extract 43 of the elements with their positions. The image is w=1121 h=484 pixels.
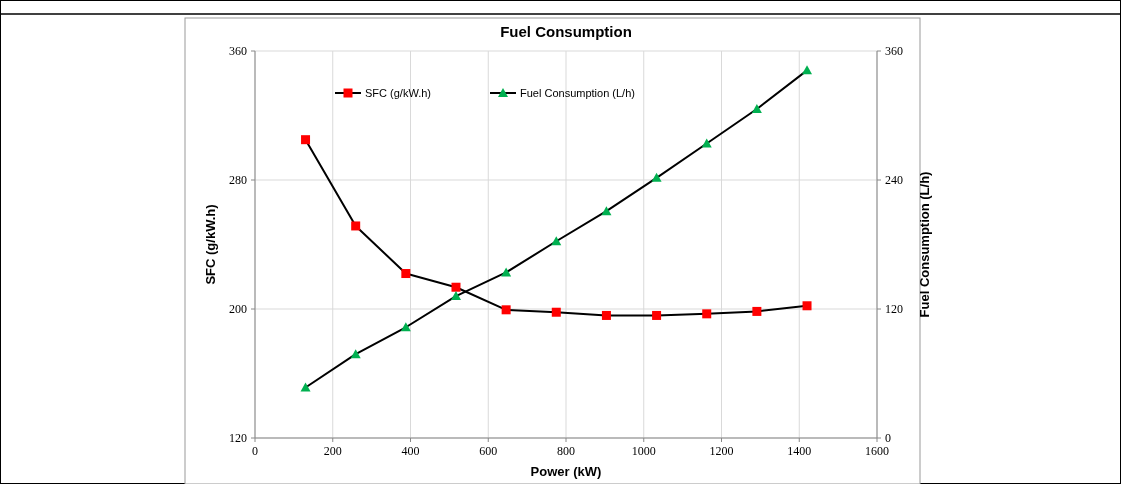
x-tick-label: 1400 bbox=[787, 444, 812, 458]
point bbox=[751, 104, 762, 114]
chart-title: Fuel Consumption bbox=[500, 23, 632, 40]
x-tick-label: 1200 bbox=[709, 444, 734, 458]
point bbox=[651, 172, 662, 182]
y-tick-label: 120 bbox=[229, 431, 247, 445]
point bbox=[400, 322, 411, 332]
y2-tick-label: 0 bbox=[885, 431, 891, 445]
y-axis-title: SFC (g/kW.h) bbox=[203, 204, 218, 285]
point bbox=[802, 65, 813, 75]
x-tick-label: 1000 bbox=[631, 444, 656, 458]
legend-label: SFC (g/kW.h) bbox=[365, 87, 432, 99]
y2-tick-label: 360 bbox=[885, 44, 903, 58]
x-tick-label: 600 bbox=[479, 444, 498, 458]
x-tick-label: 1600 bbox=[865, 444, 889, 458]
point bbox=[702, 309, 712, 319]
point bbox=[401, 269, 411, 279]
point bbox=[701, 138, 712, 148]
y-tick-label: 280 bbox=[229, 173, 247, 187]
x-tick-label: 800 bbox=[557, 444, 575, 458]
point bbox=[752, 306, 762, 316]
point bbox=[551, 236, 562, 246]
point bbox=[802, 301, 812, 311]
point bbox=[451, 282, 461, 292]
y2-axis-title: Fuel Consumption (L/h) bbox=[917, 171, 932, 318]
point bbox=[350, 349, 361, 359]
point bbox=[450, 291, 461, 301]
x-tick-label: 0 bbox=[252, 444, 258, 458]
point bbox=[501, 305, 511, 315]
x-tick-label: 400 bbox=[401, 444, 420, 458]
y2-tick-label: 120 bbox=[885, 302, 903, 316]
point bbox=[351, 221, 361, 231]
point bbox=[551, 307, 561, 317]
y-tick-label: 200 bbox=[229, 302, 247, 316]
point bbox=[652, 310, 662, 320]
y2-tick-label: 240 bbox=[885, 173, 903, 187]
legend-label: Fuel Consumption (L/h) bbox=[520, 87, 635, 99]
x-axis-title: Power (kW) bbox=[530, 464, 602, 479]
x-tick-label: 200 bbox=[323, 444, 342, 458]
point bbox=[601, 206, 612, 216]
point bbox=[301, 135, 311, 145]
point bbox=[601, 310, 611, 320]
y-tick-label: 360 bbox=[229, 44, 247, 58]
